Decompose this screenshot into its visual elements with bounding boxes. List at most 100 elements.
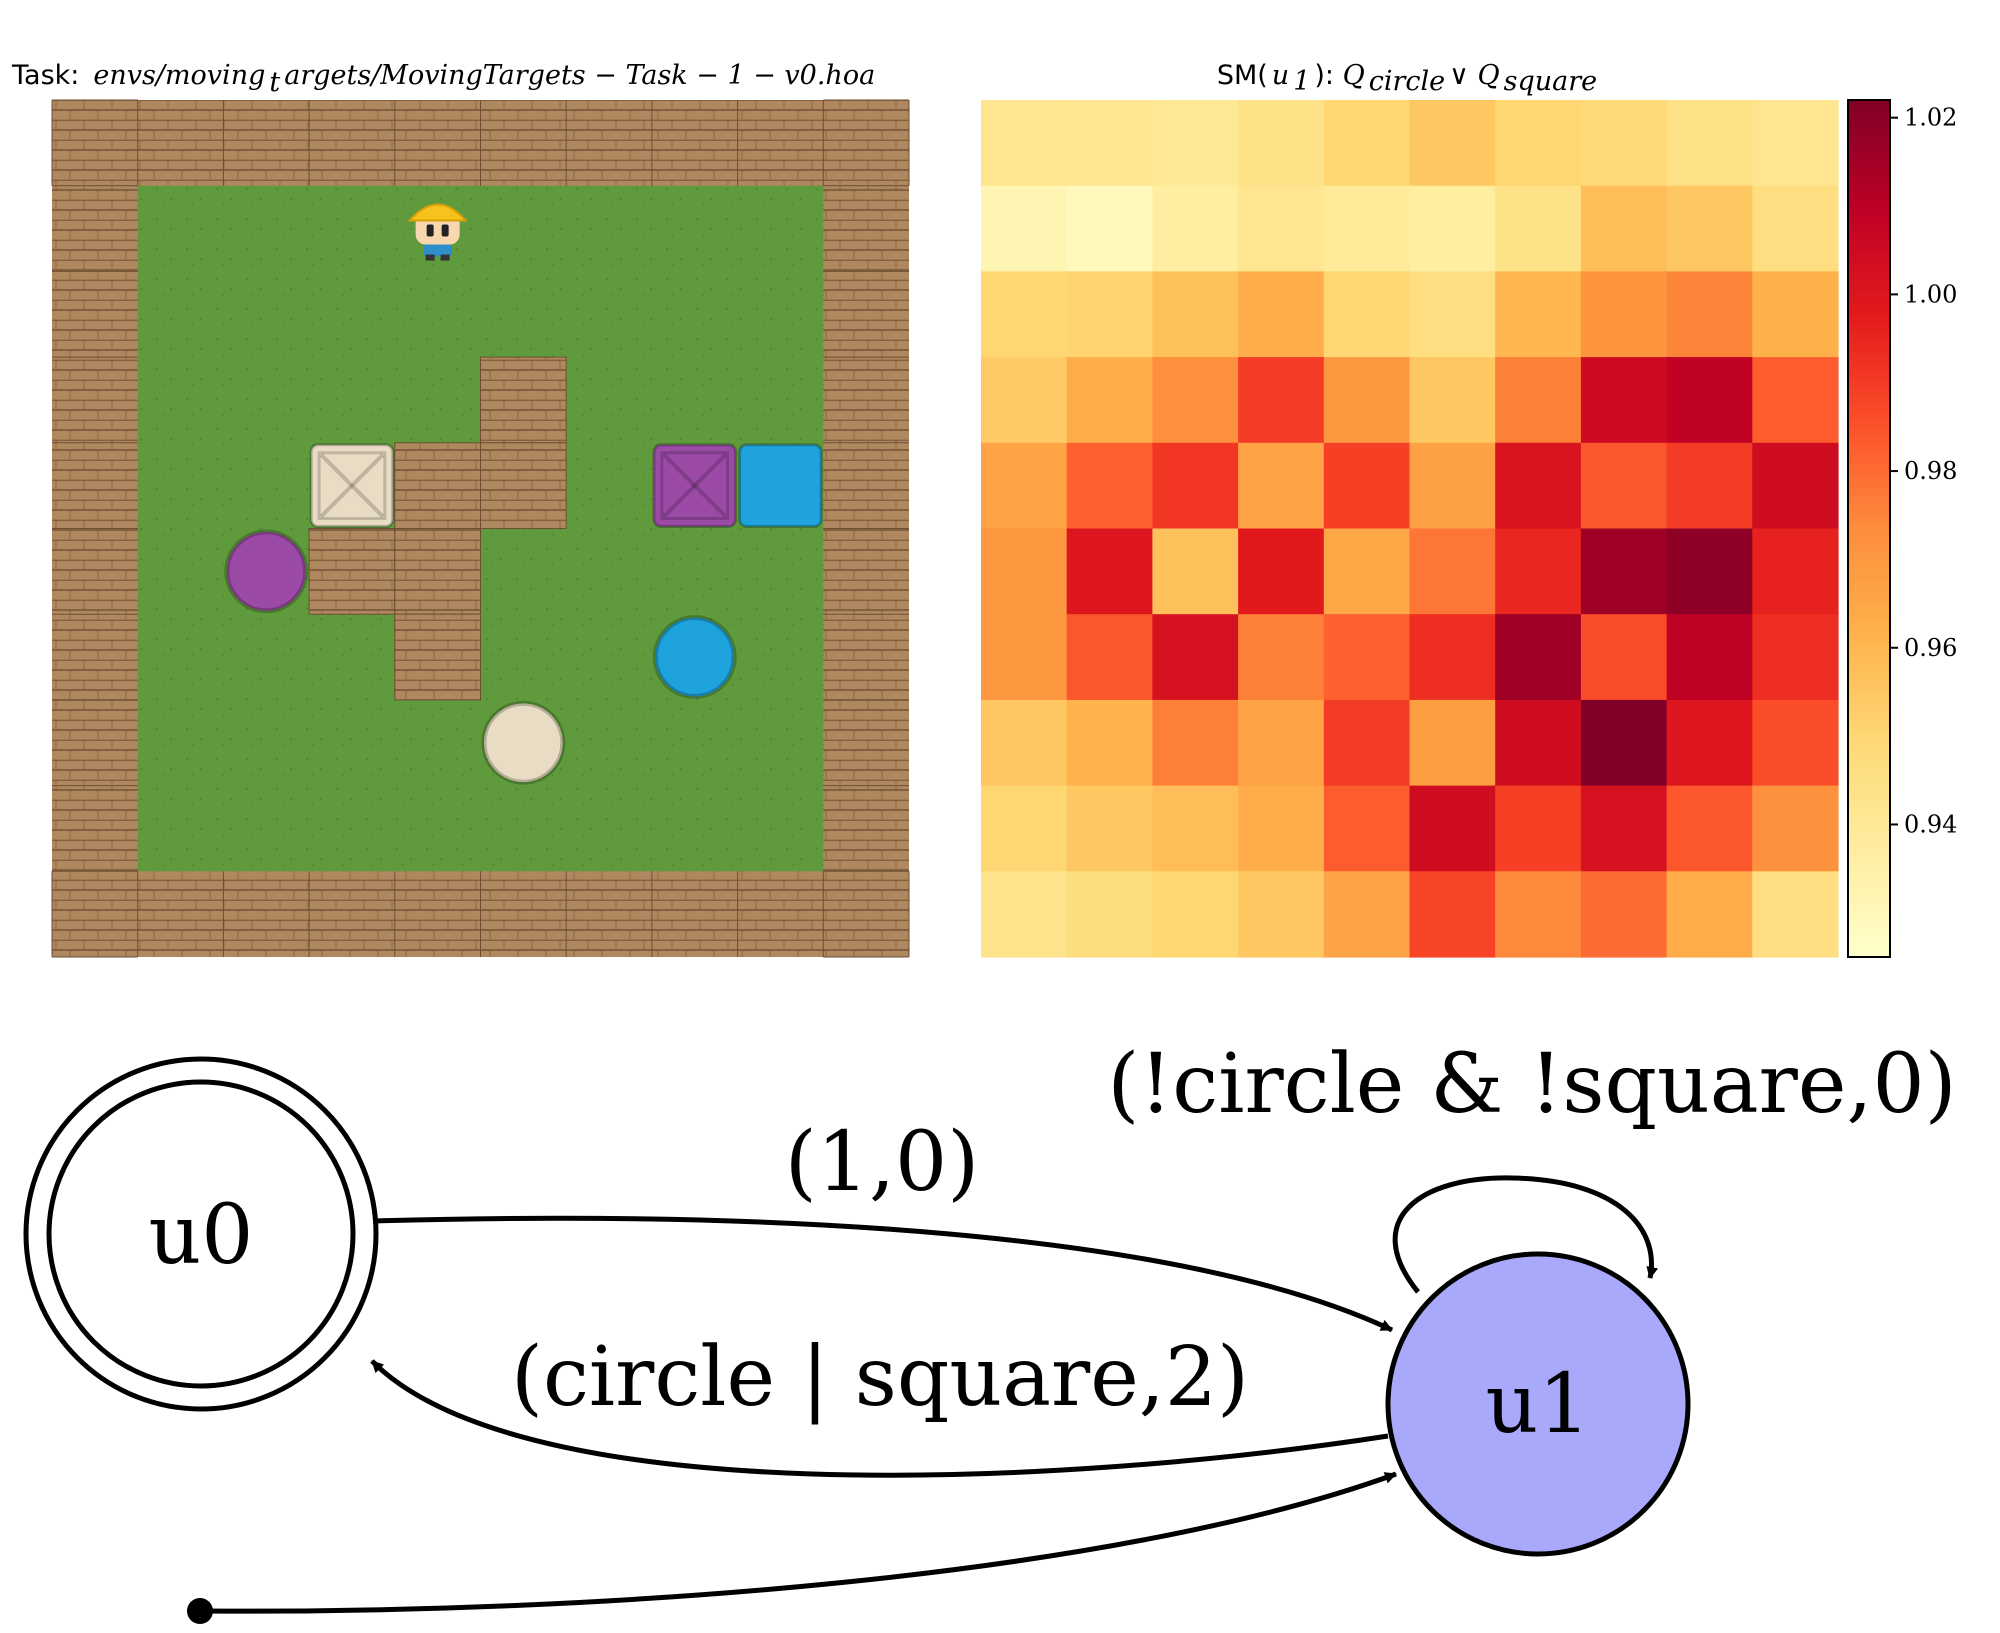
heatmap-cell (1066, 614, 1153, 701)
heatmap-cell (1495, 871, 1582, 958)
heatmap-cell (1495, 271, 1582, 358)
heatmap-cell (1752, 442, 1839, 530)
heatmap-cell (1152, 185, 1239, 272)
env-title: Task: envs/moving t argets/MovingTargets… (11, 60, 875, 98)
heatmap-cell (1666, 614, 1753, 701)
heatmap-cell (1323, 614, 1411, 701)
heatmap-cell (1409, 699, 1496, 787)
heatmap-cell (1580, 528, 1668, 615)
heatmap-cell (1580, 871, 1668, 958)
heatmap-cell (1238, 100, 1325, 187)
heatmap-cell (1495, 614, 1582, 701)
node-u1-circle (1385, 1251, 1691, 1557)
heatmap-cell (1580, 785, 1668, 872)
colorbar-tick-label: 0.98 (1904, 457, 1957, 485)
env-title-path: envs/moving (93, 60, 265, 91)
colorbar-tick-label: 0.94 (1904, 810, 1957, 838)
heatmap-cell (1238, 871, 1325, 958)
heatmap-cell (1495, 357, 1582, 444)
colorbar-ticks: 1.02 1.00 0.98 0.96 0.94 (1890, 104, 1957, 838)
heatmap-cell (1580, 185, 1668, 272)
heatmap-cell (1409, 442, 1496, 530)
heatmap-cell (1409, 785, 1496, 872)
heatmap-cell (1580, 699, 1668, 787)
heatmap-cell (981, 785, 1068, 872)
inner-wall-block (308, 528, 396, 615)
env-title-prefix: Task: (11, 60, 79, 91)
heatmap-cell (1066, 528, 1153, 615)
heatmap-cell (1066, 442, 1153, 530)
colorbar-tick-label: 0.96 (1904, 634, 1957, 662)
heatmap-cell (1752, 185, 1839, 272)
heatmap-cell (1066, 271, 1153, 358)
heatmap-cell (1409, 271, 1496, 358)
heatmap-cell (1152, 271, 1239, 358)
inner-wall-block (394, 442, 481, 529)
heatmap-cell (1495, 442, 1582, 530)
heatmap-title-var: u (1272, 60, 1289, 91)
heatmap-cell (981, 528, 1068, 615)
heatmap-cell (1238, 528, 1325, 615)
heatmap-cell (1495, 100, 1582, 187)
heatmap-cell (1666, 699, 1753, 787)
env-panel: Task: envs/moving t argets/MovingTargets… (11, 60, 910, 958)
heatmap-title-or: ∨ (1449, 60, 1477, 91)
heatmap-cell (1066, 185, 1153, 272)
colorbar-tick-label: 1.00 (1904, 280, 1957, 308)
heatmap-cell (1238, 614, 1325, 701)
heatmap-cell (1238, 357, 1325, 444)
heatmap-cell (1066, 699, 1153, 787)
heatmap-cell (1152, 100, 1239, 187)
heatmap-cell (1752, 699, 1839, 787)
target-square (309, 443, 395, 528)
heatmap-cells (981, 100, 1839, 958)
heatmap-cell (1066, 100, 1153, 187)
heatmap-cell (1238, 699, 1325, 787)
heatmap-cell (1323, 442, 1411, 530)
heatmap-cell (1066, 871, 1153, 958)
heatmap-cell (1323, 871, 1411, 958)
heatmap-cell (1580, 100, 1668, 187)
colorbar: 1.02 1.00 0.98 0.96 0.94 (1847, 99, 1957, 958)
inner-wall-block (480, 356, 567, 444)
heatmap-cell (1238, 271, 1325, 358)
heatmap-cell (1152, 442, 1239, 530)
heatmap-cell (1752, 528, 1839, 615)
edge-start-u1 (199, 1471, 1397, 1614)
heatmap-title-prefix: SM( (1217, 60, 1268, 91)
heatmap-cell (981, 271, 1068, 358)
edge-label-u1-self: (!circle & !square,0) (1107, 1037, 1956, 1132)
heatmap-cell (1580, 271, 1668, 358)
heatmap-cell (1238, 785, 1325, 872)
heatmap-cell (1152, 699, 1239, 787)
node-u0-label: u0 (149, 1188, 254, 1283)
edge-u1-u0 (370, 1359, 1389, 1478)
heatmap-cell (1666, 357, 1753, 444)
heatmap-cell (1409, 185, 1496, 272)
node-u0-inner-ring (46, 1079, 356, 1389)
agent-icon (407, 203, 468, 261)
inner-wall-block (394, 528, 481, 615)
heatmap-cell (1323, 357, 1411, 444)
env-title-rest: argets/MovingTargets − Task − 1 − v0.hoa (284, 60, 875, 91)
heatmap-cell (1580, 614, 1668, 701)
heatmap-cell (1666, 871, 1753, 958)
heatmap-cell (1066, 357, 1153, 444)
heatmap-cell (1495, 528, 1582, 615)
heatmap-cell (981, 699, 1068, 787)
colorbar-gradient (1847, 99, 1891, 958)
heatmap-cell (981, 357, 1068, 444)
heatmap-cell (1752, 871, 1839, 958)
heatmap-panel: SM( u 1 ): Q circle ∨ Q square 1.02 1.00 0… (981, 60, 1957, 958)
heatmap-title: SM( u 1 ): Q circle ∨ Q square (1217, 60, 1597, 97)
heatmap-cell (1495, 699, 1582, 787)
heatmap-cell (1666, 185, 1753, 272)
heatmap-title-q2-sub: square (1504, 66, 1598, 97)
node-u0: u0 (23, 1056, 379, 1412)
heatmap-cell (1580, 357, 1668, 444)
heatmap-cell (1323, 785, 1411, 872)
heatmap-cell (1238, 442, 1325, 530)
target-square (738, 443, 823, 528)
heatmap-cell (1666, 785, 1753, 872)
